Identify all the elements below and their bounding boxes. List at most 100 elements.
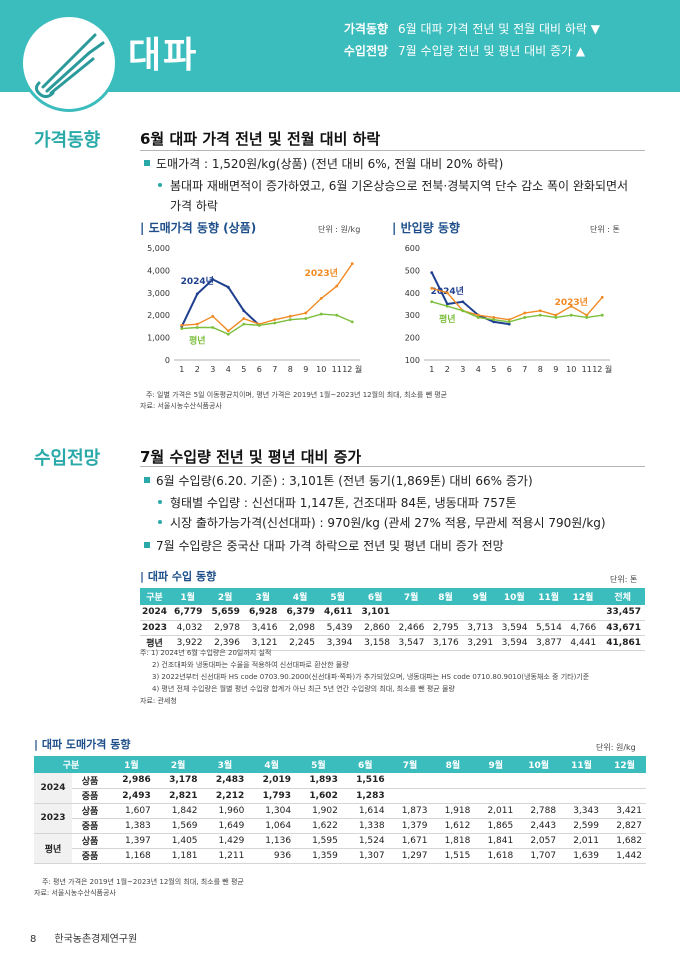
table-cell: 2,466 (393, 620, 429, 636)
table-cell: 2,599 (560, 818, 603, 834)
table-header-cell: 11월 (531, 588, 566, 605)
table-cell: 1,516 (341, 773, 389, 789)
series-point (180, 327, 184, 331)
table-cell: 3,547 (393, 635, 429, 651)
table-cell: 2,396 (206, 635, 244, 651)
series-point (538, 313, 542, 317)
series-point (569, 313, 573, 317)
table-cell: 3,421 (602, 803, 646, 819)
series-point (350, 262, 354, 266)
table-header-cell: 9월 (462, 588, 498, 605)
table-header-cell: 5월 (318, 588, 357, 605)
table-row: 2024 6,779 5,659 6,928 6,379 4,611 3,101 33,457 (140, 605, 645, 621)
x-tick-label: 2 (445, 365, 450, 374)
table-cell: 2,011 (474, 803, 518, 819)
series-point (226, 329, 230, 333)
price-line-chart: 5,000 4,000 3,000 2,000 1,000 01 2 3 4 5 6 7 8 9 10 11 1… (147, 244, 362, 374)
series-point (492, 316, 496, 319)
table-cell (560, 788, 603, 804)
series-point (226, 332, 230, 336)
table-cell: 3,713 (462, 620, 498, 636)
year-cell: 2023 (34, 803, 72, 834)
x-tick-label: 5 (491, 365, 496, 374)
page-title: 대파 (128, 35, 199, 76)
table-cell: 2024 (140, 605, 169, 621)
table-cell: 1,359 (295, 848, 342, 864)
price-sub-bullet: 봄대파 재배면적이 증가하였고, 6월 기온상승으로 전북·경북지역 단수 감소… (158, 177, 628, 195)
table-cell: 4,441 (565, 635, 601, 651)
table-cell: 1,918 (431, 803, 475, 819)
table-cell: 1,649 (201, 818, 249, 834)
import-table-title: | 대파 수입 동향 (140, 570, 217, 583)
y-tick-label: 5,000 (147, 244, 170, 253)
series-point (180, 323, 184, 327)
series-point (273, 318, 277, 322)
series-point (507, 318, 511, 322)
series-point (319, 312, 323, 316)
x-tick-label: 3 (210, 365, 215, 374)
import-bullet-1: 6월 수입량(6.20. 기준) : 3,101톤 (전년 동기(1,869톤)… (144, 472, 533, 490)
table-cell: 3,594 (497, 635, 532, 651)
import-note-line: 3) 2022년부터 신선대파 HS code 0703.90.2000(신선대… (152, 673, 590, 681)
x-tick-label: 3 (460, 365, 465, 374)
table-cell: 1,405 (154, 833, 202, 849)
x-tick-label: 1 (429, 365, 434, 374)
series-point (335, 313, 339, 317)
table-cell (602, 788, 646, 804)
table-cell (462, 605, 498, 621)
series-point (461, 300, 465, 304)
table-cell (531, 605, 566, 621)
table-cell: 2,443 (517, 818, 561, 834)
table-header-cell: 5월 (295, 756, 342, 773)
price-sub-bullet-cont: 가격 하락 (170, 199, 218, 213)
table-header-cell: 4월 (281, 588, 319, 605)
series-point (569, 304, 573, 308)
y-tick-label: 2,000 (147, 311, 170, 320)
wholesale-table-unit: 단위: 원/kg (596, 743, 636, 752)
table-row: 중품 1,168 1,181 1,211 936 1,359 1,307 1,297 1,515… (34, 848, 646, 864)
x-tick-label: 4 (476, 365, 481, 374)
table-cell: 3,343 (560, 803, 603, 819)
series-point (211, 277, 215, 281)
table-cell: 3,178 (154, 773, 202, 789)
series-label: 평년 (189, 335, 206, 347)
table-row: 2024 상품 2,986 3,178 2,483 2,019 1,893 1,516 (34, 773, 646, 804)
dot-bullet-icon (158, 520, 162, 524)
page-footer: 8 한국농촌경제연구원 (30, 930, 137, 945)
series-point (461, 309, 465, 313)
table-cell: 43,671 (600, 620, 645, 636)
table-cell (602, 773, 646, 789)
table-cell (393, 605, 429, 621)
series-point (445, 304, 449, 308)
chart-title-volume: | 반입량 동향 (392, 221, 460, 235)
series-point (554, 313, 558, 317)
table-cell (517, 773, 561, 789)
price-note: 주: 일별 가격은 5일 이동평균치이며, 평년 가격은 2019년 1월~20… (146, 391, 448, 399)
table-cell (565, 605, 601, 621)
y-tick-label: 4,000 (147, 266, 170, 275)
table-cell: 1,304 (248, 803, 296, 819)
import-table-title-text: 대파 수입 동향 (147, 570, 217, 583)
table-cell: 3,394 (318, 635, 357, 651)
x-tick-label: 8 (538, 365, 543, 374)
series-point (445, 302, 449, 306)
table-cell: 1,397 (108, 833, 155, 849)
x-tick-label: 5 (241, 365, 246, 374)
table-cell (388, 788, 432, 804)
x-tick-label: 12 월 (342, 364, 362, 374)
series-point (538, 309, 542, 313)
table-cell: 2,788 (517, 803, 561, 819)
series-point (523, 311, 527, 315)
import-sub-bullet-2: 시장 출하가능가격(신선대파) : 970원/kg (관세 27% 적용, 무관… (158, 514, 606, 532)
table-cell: 2,978 (206, 620, 244, 636)
table-header-cell: 4월 (248, 756, 296, 773)
table-cell: 1,283 (341, 788, 389, 804)
x-tick-label: 7 (522, 365, 527, 374)
table-cell: 평년 (140, 635, 169, 651)
y-tick-label: 3,000 (147, 289, 170, 298)
series-point (226, 285, 230, 289)
y-tick-label: 600 (405, 244, 420, 253)
table-cell: 2,493 (108, 788, 155, 804)
import-note-line: 주: 1) 2024년 6월 수입량은 20일까지 실적 (140, 649, 272, 657)
series-point (304, 311, 308, 315)
